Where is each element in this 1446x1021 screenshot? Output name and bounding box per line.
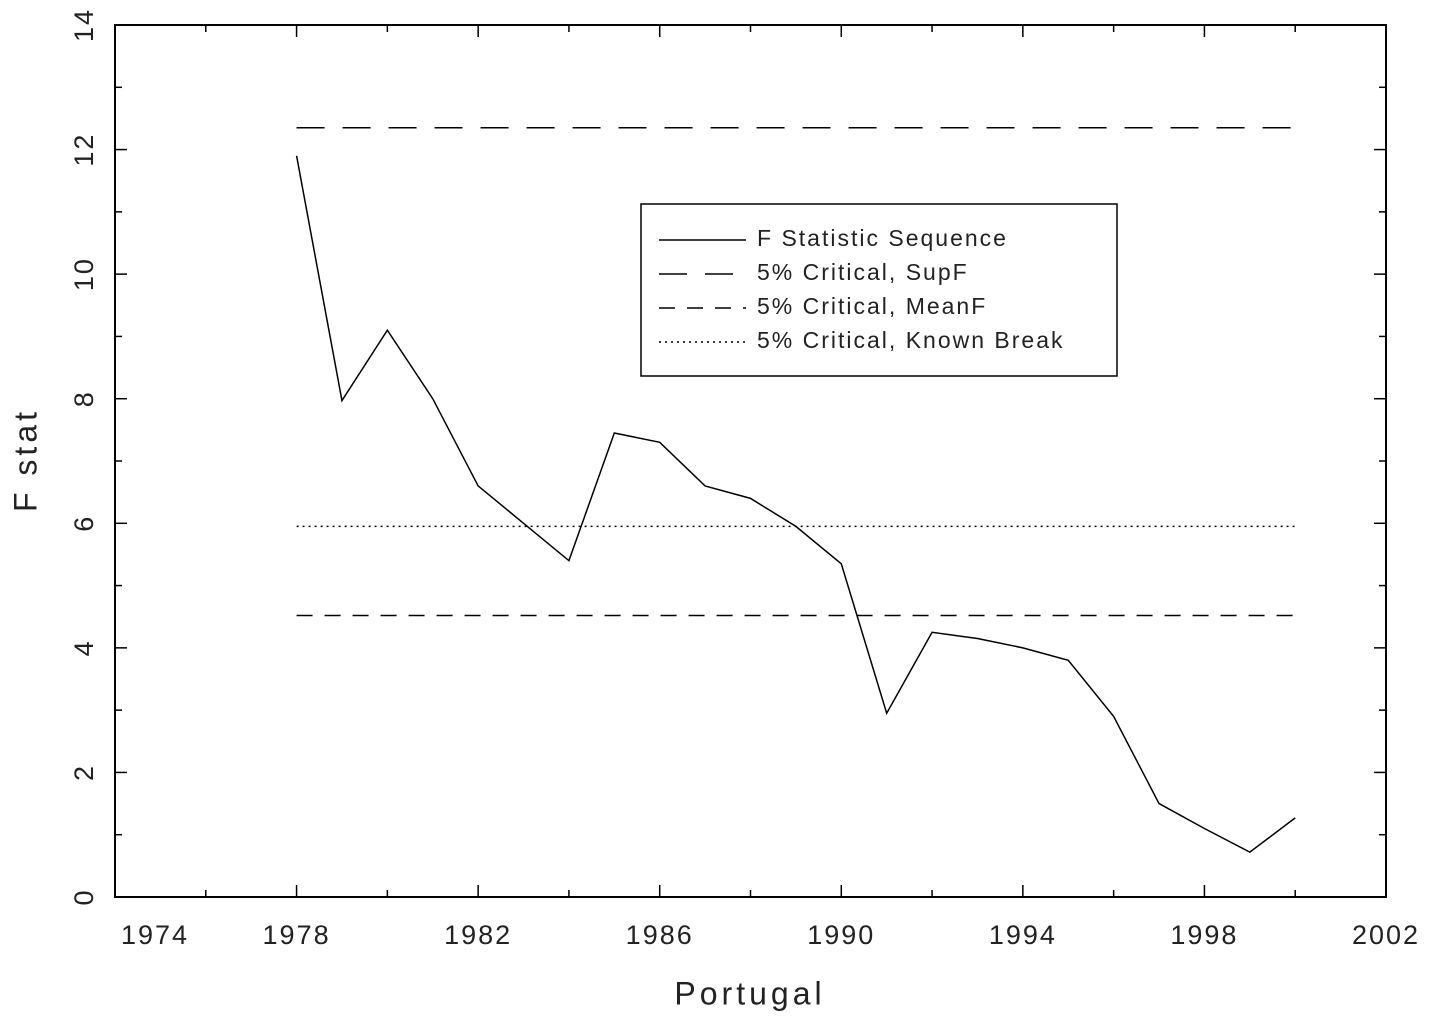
y-tick-label: 0 [69,888,99,905]
legend-label: 5% Critical, SupF [757,259,969,285]
y-tick-label: 10 [69,257,99,291]
legend-label: F Statistic Sequence [757,225,1008,251]
x-tick-label: 1990 [807,920,875,950]
x-tick-label: 1974 [121,920,189,950]
legend-label: 5% Critical, Known Break [757,327,1065,353]
x-tick-label: 1994 [989,920,1057,950]
x-axis-label: Portugal [674,975,825,1011]
legend-box [640,203,1118,377]
y-tick-label: 6 [69,515,99,532]
plot-frame [114,24,1387,898]
x-tick-label: 1998 [1170,920,1238,950]
x-tick-label: 1986 [626,920,694,950]
x-tick-label: 2002 [1352,920,1420,950]
y-tick-label: 14 [69,8,99,42]
y-tick-label: 2 [69,764,99,781]
y-tick-label: 4 [69,639,99,656]
y-tick-label: 8 [69,390,99,407]
x-tick-label: 1982 [444,920,512,950]
legend-label: 5% Critical, MeanF [757,293,987,319]
y-axis-label: F stat [7,408,43,512]
x-tick-label: 1978 [263,920,331,950]
y-tick-label: 12 [69,133,99,167]
